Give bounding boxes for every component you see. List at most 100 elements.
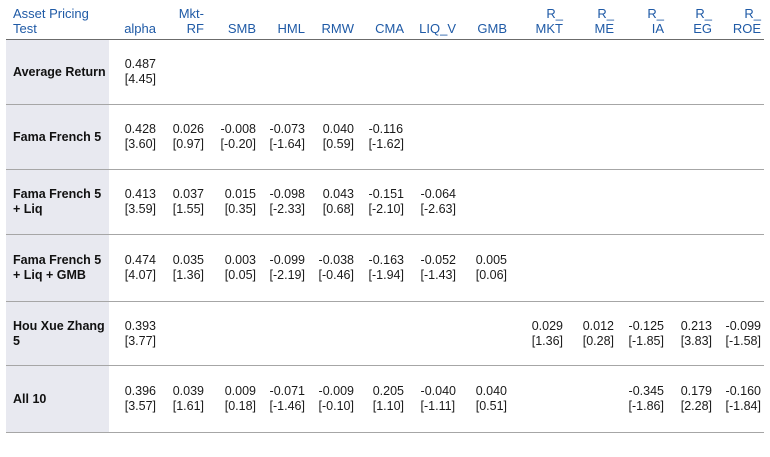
cell-alpha: 0.428 [3.60] <box>109 105 159 170</box>
cell-r-roe: -0.160 [-1.84] <box>715 366 764 433</box>
header-liq-v: LIQ_V <box>419 21 456 36</box>
coefficient-value: 0.487 <box>124 57 156 71</box>
cell-smb: 0.003 [0.05] <box>207 235 259 302</box>
cell-mkt-rf: 0.039 [1.61] <box>159 366 207 433</box>
t-statistic-value: [-1.62] <box>368 137 404 151</box>
cell-gmb: 0.040 [0.51] <box>459 366 510 433</box>
cell-r-mkt <box>510 366 566 433</box>
cell-r-eg <box>667 235 715 302</box>
cell-cma: -0.163 [-1.94] <box>357 235 407 302</box>
table-row: Fama French 5 + Liq 0.413 [3.59] 0.037 [1.55… <box>6 169 764 235</box>
cell-alpha: 0.396 [3.57] <box>109 366 159 433</box>
cell-gmb <box>459 40 510 105</box>
header-smb: SMB <box>227 21 256 36</box>
table-body: Average Return 0.487 [4.45] Fama French 5 0.… <box>6 39 764 433</box>
cell-rmw: -0.038 [-0.46] <box>308 235 357 302</box>
coefficient-value: 0.474 <box>124 253 156 267</box>
coefficient-value: 0.393 <box>124 318 156 333</box>
coefficient-value: 0.009 <box>224 384 256 398</box>
cell-cma <box>357 302 407 366</box>
cell-r-mkt: 0.029 [1.36] <box>510 302 566 366</box>
t-statistic-value: [0.06] <box>475 268 507 282</box>
cell-r-mkt <box>510 170 566 235</box>
cell-rmw <box>308 302 357 366</box>
coefficient-value: 0.029 <box>531 318 563 333</box>
cell-liq-v <box>407 105 459 170</box>
t-statistic-value: [0.51] <box>475 399 507 413</box>
row-label: Fama French 5 + Liq + GMB <box>6 234 109 302</box>
cell-gmb <box>459 302 510 366</box>
cell-gmb <box>459 105 510 170</box>
row-label: Fama French 5 + Liq <box>6 169 109 235</box>
t-statistic-value: [3.77] <box>124 333 156 348</box>
cell-rmw: 0.043 [0.68] <box>308 170 357 235</box>
cell-smb: 0.009 [0.18] <box>207 366 259 433</box>
t-statistic-value: [4.07] <box>124 268 156 282</box>
t-statistic-value: [1.61] <box>172 399 204 413</box>
coefficient-value: -0.008 <box>220 122 256 136</box>
row-label: Average Return <box>6 39 109 105</box>
cell-liq-v: -0.064 [-2.63] <box>407 170 459 235</box>
cell-smb <box>207 40 259 105</box>
header-r-mkt: R_ MKT <box>535 6 563 36</box>
coefficient-value: -0.125 <box>628 318 664 333</box>
t-statistic-value: [1.55] <box>172 202 204 216</box>
t-statistic-value: [-1.58] <box>725 333 761 348</box>
header-hml: HML <box>277 21 305 36</box>
coefficient-value: -0.151 <box>368 187 404 201</box>
table-header: Asset Pricing Test alpha Mkt- RF SMB HML RMW C… <box>6 0 764 40</box>
table-row: Fama French 5 + Liq + GMB 0.474 [4.07] 0.03… <box>6 234 764 302</box>
coefficient-value: 0.043 <box>322 187 354 201</box>
coefficient-value: -0.160 <box>725 384 761 398</box>
t-statistic-value: [3.83] <box>680 333 712 348</box>
header-alpha: alpha <box>124 21 156 36</box>
t-statistic-value: [-2.63] <box>420 202 456 216</box>
header-asset-pricing-test: Asset Pricing Test <box>13 6 89 36</box>
t-statistic-value: [-2.19] <box>269 268 305 282</box>
cell-cma <box>357 40 407 105</box>
cell-r-ia: -0.345 [-1.86] <box>617 366 667 433</box>
t-statistic-value: [0.35] <box>224 202 256 216</box>
coefficient-value: -0.009 <box>318 384 354 398</box>
coefficient-value: 0.026 <box>172 122 204 136</box>
t-statistic-value: [0.97] <box>172 137 204 151</box>
t-statistic-value: [3.60] <box>124 137 156 151</box>
cell-r-mkt <box>510 40 566 105</box>
cell-alpha: 0.393 [3.77] <box>109 302 159 366</box>
cell-r-ia <box>617 235 667 302</box>
cell-r-roe <box>715 40 764 105</box>
coefficient-value: -0.071 <box>269 384 305 398</box>
t-statistic-value: [4.45] <box>124 72 156 86</box>
coefficient-value: -0.116 <box>368 122 404 136</box>
t-statistic-value: [0.28] <box>582 333 614 348</box>
t-statistic-value: [3.59] <box>124 202 156 216</box>
coefficient-value: 0.035 <box>172 253 204 267</box>
t-statistic-value: [-0.20] <box>220 137 256 151</box>
coefficient-value: 0.039 <box>172 384 204 398</box>
coefficient-value: 0.179 <box>680 384 712 398</box>
asset-pricing-table: Asset Pricing Test alpha Mkt- RF SMB HML RMW C… <box>6 0 764 433</box>
cell-alpha: 0.474 [4.07] <box>109 235 159 302</box>
t-statistic-value: [1.10] <box>372 399 404 413</box>
cell-liq-v: -0.040 [-1.11] <box>407 366 459 433</box>
t-statistic-value: [-1.43] <box>420 268 456 282</box>
cell-r-ia <box>617 40 667 105</box>
cell-liq-v: -0.052 [-1.43] <box>407 235 459 302</box>
t-statistic-value: [-2.10] <box>368 202 404 216</box>
cell-mkt-rf: 0.035 [1.36] <box>159 235 207 302</box>
cell-r-me <box>566 105 617 170</box>
cell-hml: -0.071 [-1.46] <box>259 366 308 433</box>
cell-r-ia <box>617 170 667 235</box>
cell-alpha: 0.487 [4.45] <box>109 40 159 105</box>
cell-r-mkt <box>510 235 566 302</box>
cell-r-me <box>566 170 617 235</box>
cell-r-eg: 0.213 [3.83] <box>667 302 715 366</box>
cell-hml <box>259 40 308 105</box>
row-label: All 10 <box>6 365 109 433</box>
cell-r-eg: 0.179 [2.28] <box>667 366 715 433</box>
row-label: Fama French 5 <box>6 104 109 170</box>
t-statistic-value: [-0.10] <box>318 399 354 413</box>
coefficient-value: -0.098 <box>269 187 305 201</box>
cell-cma: 0.205 [1.10] <box>357 366 407 433</box>
cell-smb <box>207 302 259 366</box>
